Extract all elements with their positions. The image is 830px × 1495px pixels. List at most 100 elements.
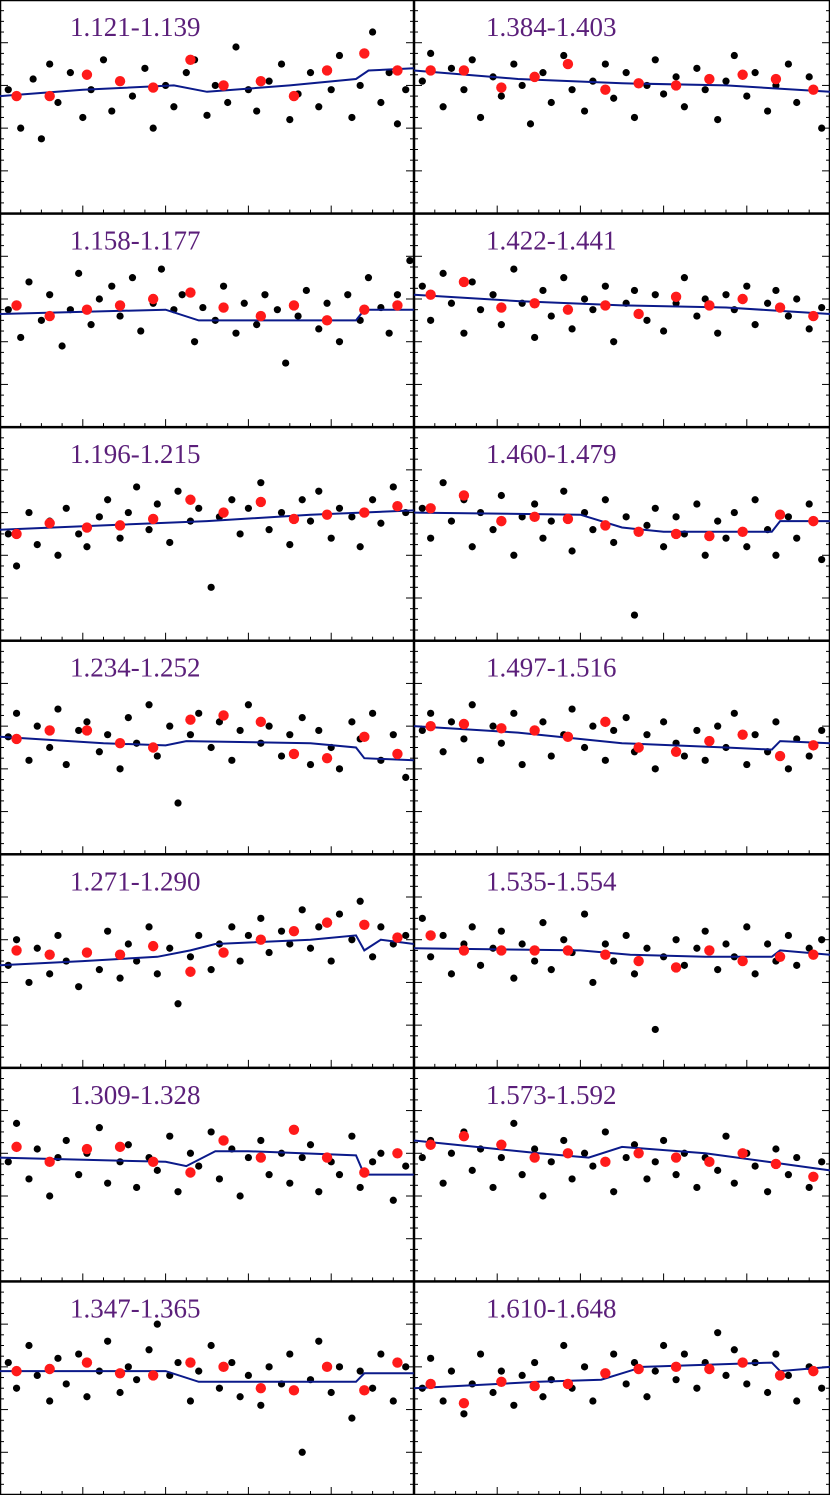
raw-point bbox=[265, 722, 273, 730]
raw-point bbox=[257, 1136, 265, 1145]
raw-point bbox=[145, 701, 153, 709]
binned-point bbox=[774, 951, 786, 962]
raw-point bbox=[793, 1153, 801, 1162]
raw-point bbox=[182, 69, 190, 77]
raw-point bbox=[610, 338, 618, 346]
raw-point bbox=[610, 94, 618, 102]
raw-point bbox=[377, 1149, 385, 1157]
raw-point bbox=[29, 75, 37, 83]
binned-point bbox=[147, 1370, 159, 1381]
raw-point bbox=[447, 299, 456, 307]
raw-point bbox=[580, 107, 589, 115]
raw-point bbox=[589, 1397, 597, 1405]
raw-point bbox=[672, 1171, 680, 1179]
raw-point bbox=[610, 1188, 618, 1196]
raw-point bbox=[510, 974, 518, 982]
binned-point bbox=[737, 955, 748, 967]
binned-point bbox=[288, 1124, 300, 1135]
raw-point bbox=[75, 983, 83, 991]
raw-point bbox=[286, 731, 294, 739]
raw-point bbox=[369, 1158, 377, 1166]
raw-point bbox=[335, 1363, 344, 1371]
binned-point bbox=[458, 1397, 470, 1409]
binned-point bbox=[81, 304, 93, 315]
raw-point bbox=[427, 953, 435, 961]
panel-4: 1.422-1.441 bbox=[413, 213, 830, 428]
raw-point bbox=[377, 98, 385, 107]
model-line bbox=[413, 69, 830, 93]
raw-point bbox=[497, 321, 505, 329]
raw-point bbox=[818, 1384, 826, 1392]
raw-point bbox=[643, 521, 651, 529]
binned-point bbox=[808, 310, 819, 322]
raw-point bbox=[75, 726, 83, 735]
raw-point bbox=[622, 1153, 630, 1162]
raw-point bbox=[439, 269, 447, 277]
raw-point bbox=[680, 274, 689, 282]
raw-point bbox=[286, 1350, 294, 1358]
raw-point bbox=[531, 1358, 539, 1367]
raw-point bbox=[568, 86, 576, 94]
binned-point bbox=[81, 1143, 93, 1155]
raw-point bbox=[510, 60, 518, 68]
raw-point bbox=[335, 1171, 344, 1179]
raw-point bbox=[95, 295, 103, 303]
raw-point bbox=[157, 265, 166, 273]
raw-point bbox=[83, 543, 91, 551]
raw-point bbox=[818, 1158, 826, 1166]
raw-point bbox=[610, 726, 618, 735]
raw-point bbox=[402, 931, 410, 940]
raw-point bbox=[174, 1000, 182, 1008]
raw-point bbox=[108, 107, 116, 115]
binned-point bbox=[670, 746, 682, 757]
wavelength-range-label: 1.460-1.479 bbox=[486, 439, 617, 469]
binned-point bbox=[359, 919, 370, 930]
binned-point bbox=[218, 302, 229, 313]
raw-point bbox=[805, 73, 813, 81]
raw-point bbox=[560, 487, 568, 495]
binned-point bbox=[774, 509, 786, 520]
panel-2: 1.384-1.403 bbox=[413, 0, 830, 214]
raw-point bbox=[439, 479, 447, 487]
binned-point bbox=[392, 932, 403, 943]
raw-point bbox=[240, 299, 248, 307]
binned-point bbox=[633, 526, 644, 537]
raw-point bbox=[195, 504, 203, 512]
binned-point bbox=[81, 725, 93, 736]
binned-point bbox=[770, 73, 782, 85]
raw-point bbox=[601, 756, 609, 764]
binned-point bbox=[114, 1141, 126, 1153]
raw-point bbox=[784, 765, 793, 773]
raw-point bbox=[468, 1166, 476, 1174]
raw-point bbox=[174, 799, 182, 807]
raw-point bbox=[743, 543, 751, 551]
raw-point bbox=[174, 1188, 182, 1196]
raw-point bbox=[369, 953, 377, 961]
raw-point bbox=[489, 1388, 497, 1397]
binned-point bbox=[774, 302, 786, 313]
raw-point bbox=[83, 718, 91, 726]
binned-point bbox=[737, 526, 748, 537]
raw-point bbox=[302, 286, 310, 295]
raw-point bbox=[497, 927, 505, 935]
binned-point bbox=[218, 1135, 229, 1146]
raw-point bbox=[784, 60, 793, 68]
raw-point bbox=[253, 107, 261, 115]
raw-point bbox=[510, 1401, 518, 1409]
binned-point bbox=[600, 300, 611, 311]
binned-point bbox=[458, 945, 470, 956]
raw-point bbox=[369, 709, 377, 717]
raw-point bbox=[722, 77, 730, 85]
raw-point bbox=[369, 1384, 377, 1392]
raw-point bbox=[510, 265, 518, 273]
raw-point bbox=[764, 1388, 772, 1397]
raw-point bbox=[62, 1136, 70, 1145]
raw-point bbox=[680, 961, 689, 969]
raw-point bbox=[219, 282, 228, 290]
raw-point bbox=[714, 517, 722, 525]
binned-point bbox=[114, 738, 126, 749]
raw-point bbox=[153, 752, 161, 760]
binned-point bbox=[600, 1156, 611, 1168]
raw-point bbox=[447, 970, 456, 978]
